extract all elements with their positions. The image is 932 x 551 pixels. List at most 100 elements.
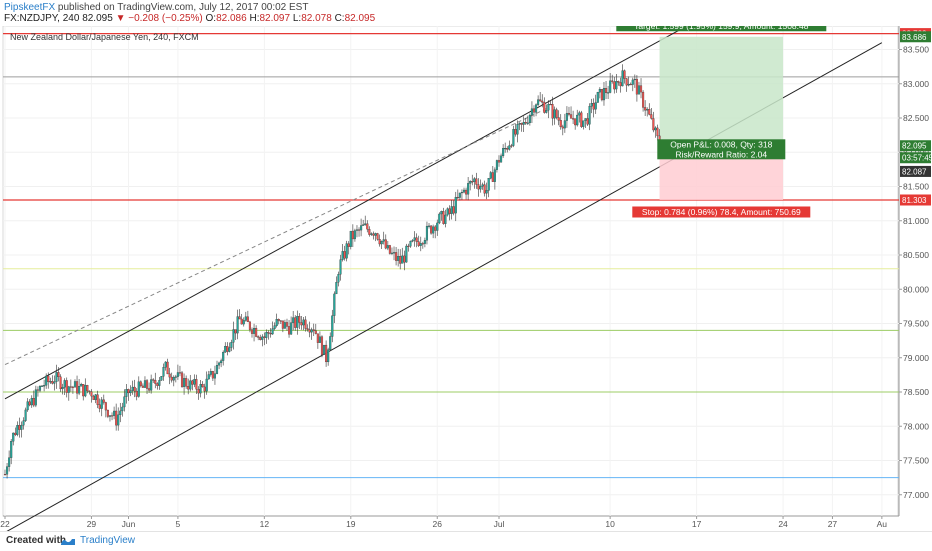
high-label: H:	[249, 13, 260, 24]
candle-body	[145, 380, 149, 389]
candle-body	[493, 169, 496, 182]
candle-body	[586, 118, 589, 125]
candle-body	[635, 78, 638, 95]
y-tick-label: 78.500	[903, 387, 929, 397]
close-label: C:	[334, 13, 345, 24]
candle-body	[279, 320, 282, 322]
candle-body	[508, 145, 511, 150]
price-change: −0.208 (−0.25%)	[128, 13, 203, 24]
candle-body	[117, 414, 120, 426]
candle-body	[261, 336, 264, 340]
candle-body	[627, 84, 630, 86]
candle-body	[656, 127, 659, 137]
stop-label-box	[632, 206, 811, 218]
candle-body	[141, 385, 144, 388]
price-axis-badge	[900, 152, 931, 164]
candle-body	[405, 245, 408, 263]
price-axis-badge-label: 83.686	[902, 33, 927, 42]
candle-body	[500, 155, 503, 163]
candle-body	[316, 333, 319, 343]
candle-body	[203, 386, 206, 392]
candle-body	[172, 377, 175, 381]
candle-body	[215, 365, 219, 374]
candle-body	[417, 241, 420, 246]
tradingview-brand[interactable]: TradingView	[80, 535, 136, 546]
candle-body	[598, 89, 601, 93]
candle-body	[446, 208, 449, 216]
candle-body	[557, 117, 560, 121]
candle-body	[637, 85, 641, 95]
candle-body	[211, 371, 214, 379]
candle-body	[497, 160, 501, 163]
candle-body	[45, 375, 48, 386]
candle-body	[353, 230, 356, 240]
symbol-label[interactable]: FX:NZDJPY, 240	[4, 13, 80, 24]
candle-body	[384, 239, 387, 249]
candle-body	[226, 346, 229, 352]
x-tick-label: 17	[692, 519, 702, 529]
candle-body	[104, 402, 107, 411]
candle-body	[90, 391, 93, 397]
candle-body	[143, 380, 147, 388]
candle-body	[555, 109, 558, 118]
candle-body	[187, 386, 190, 390]
candle-body	[110, 415, 114, 417]
candle-body	[487, 178, 490, 191]
candle-body	[491, 172, 494, 182]
candle-body	[458, 192, 461, 198]
candle-body	[399, 256, 402, 264]
candle-body	[335, 282, 338, 295]
candle-body	[646, 109, 649, 111]
candle-body	[475, 178, 478, 185]
price-axis-badge	[900, 194, 931, 206]
candle-body	[12, 432, 15, 442]
candle-body	[611, 80, 614, 82]
candle-body	[207, 374, 210, 380]
candle-body	[242, 320, 245, 325]
candle-body	[34, 389, 37, 406]
candle-body	[94, 394, 97, 400]
candle-body	[366, 223, 369, 230]
author-link[interactable]: PipskeetFX	[4, 2, 56, 13]
y-tick-label: 79.000	[903, 353, 929, 363]
y-tick-label: 79.500	[903, 319, 929, 329]
candle-body	[158, 380, 161, 386]
x-tick-label: Jun	[122, 519, 136, 529]
candle-body	[205, 378, 208, 392]
price-chart[interactable]: 77.000 77.500 78.000 78.500 79.000 79.500 80.0…	[0, 0, 932, 533]
candle-body	[543, 102, 546, 113]
candle-body	[75, 381, 79, 394]
candle-body	[137, 381, 140, 397]
candle-body	[322, 344, 326, 355]
candle-body	[473, 178, 476, 183]
chart-area[interactable]: 77.000 77.500 78.000 78.500 79.000 79.500 80.0…	[0, 0, 932, 536]
candle-body	[255, 327, 258, 337]
candle-body	[339, 259, 342, 275]
rr-label: Risk/Reward Ratio: 2.04	[675, 149, 767, 159]
candle-body	[454, 196, 457, 214]
candle-body	[588, 106, 591, 125]
candle-body	[209, 371, 212, 375]
candle-body	[69, 386, 72, 388]
candle-body	[287, 326, 291, 335]
candle-body	[63, 380, 66, 388]
candle-body	[378, 239, 381, 245]
candle-body	[150, 379, 153, 391]
candle-body	[551, 104, 554, 119]
x-tick-label: Jul	[494, 519, 505, 529]
price-axis-badge-label: 82.087	[902, 167, 927, 176]
candle-body	[506, 148, 509, 150]
candle-body	[230, 342, 233, 348]
candle-body	[213, 373, 217, 379]
candle-body	[386, 245, 389, 249]
candle-body	[131, 386, 134, 391]
candle-body	[535, 104, 538, 113]
publish-info: published on TradingView.com, July 12, 2…	[57, 2, 309, 13]
candle-body	[302, 319, 305, 326]
candle-body	[596, 92, 599, 103]
stop-label: Stop: 0.784 (0.96%) 78.4, Amount: 750.69	[632, 206, 811, 218]
x-tick-label: 29	[87, 519, 97, 529]
candle-body	[590, 103, 593, 107]
candle-body	[547, 104, 550, 111]
candle-body	[380, 240, 383, 245]
